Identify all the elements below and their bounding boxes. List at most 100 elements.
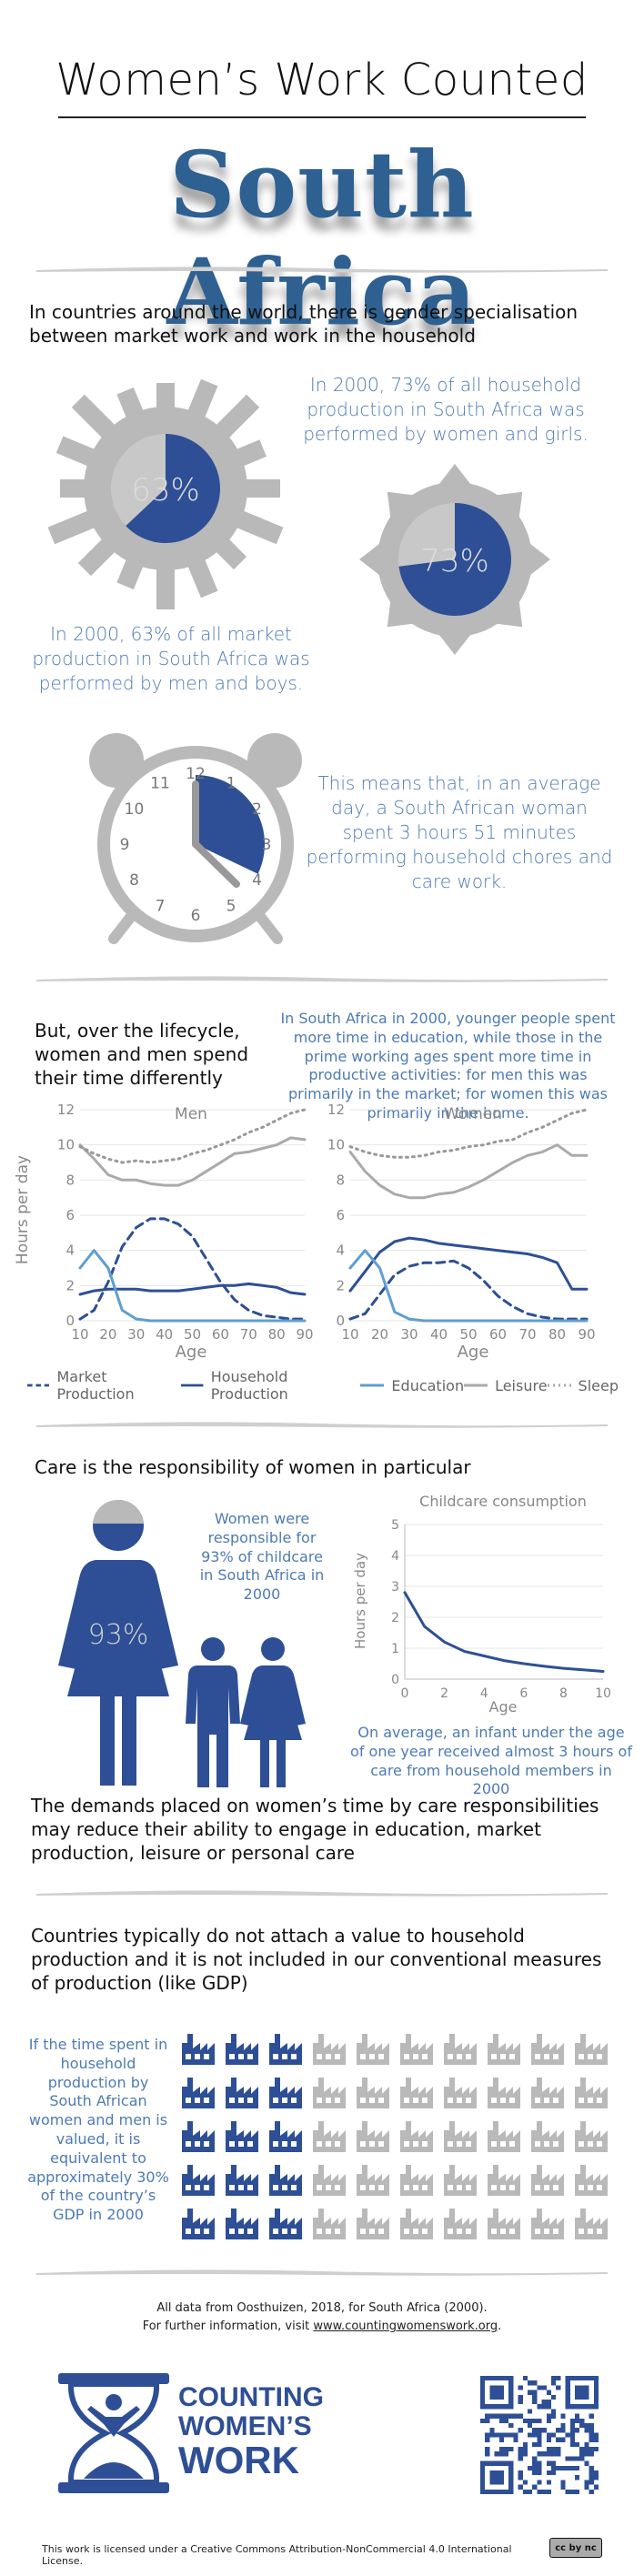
x-tick-label: 20: [99, 1326, 116, 1343]
intro-text: In countries around the world, there is …: [29, 301, 579, 347]
series-line-education: [78, 1249, 307, 1323]
series-line-education: [348, 1249, 589, 1323]
x-tick-label: 10: [341, 1326, 358, 1343]
title-divider: [58, 116, 586, 118]
series-line-childcare: [403, 1591, 605, 1673]
factory-icon: [488, 2078, 520, 2108]
x-tick-label: 90: [578, 1326, 595, 1343]
childcare-x-axis-label: Age: [489, 1698, 518, 1716]
factory-icon: [488, 2165, 520, 2196]
women-x-axis-label: Age: [458, 1343, 489, 1362]
cc-license-badge[interactable]: cc by nc: [549, 2538, 602, 2558]
solid-line-icon: [464, 1384, 488, 1387]
factory-icon: [313, 2034, 346, 2065]
y-tick-label: 10: [327, 1137, 345, 1153]
factory-icon: [357, 2078, 389, 2108]
y-tick-label: 2: [65, 1277, 75, 1293]
factory-icon: [575, 2165, 608, 2196]
factory-icon: [226, 2034, 258, 2065]
factory-chimney-icon: [230, 508, 284, 545]
y-tick-label: 5: [391, 1518, 399, 1533]
factory-icon: [182, 2078, 215, 2108]
series-line-household-production: [348, 1236, 589, 1293]
info-line: For further information, visit www.count…: [142, 2319, 502, 2333]
solid-line-icon: [360, 1384, 385, 1387]
legend-item-leisure: Leisure: [464, 1374, 548, 1397]
section-divider: [36, 264, 608, 275]
dotted-line-icon: [547, 1384, 571, 1387]
x-tick-label: 20: [371, 1326, 388, 1343]
factory-icon: [182, 2034, 215, 2065]
x-tick-label: 90: [296, 1326, 313, 1343]
infant-note: On average, an infant under the age of o…: [350, 1724, 632, 1798]
y-tick-label: 6: [65, 1207, 75, 1223]
chart-legend: Market Production Household Production E…: [27, 1368, 619, 1403]
factory-icon: [400, 2078, 433, 2108]
factory-icon: [269, 2078, 302, 2108]
clock-number: 3: [262, 836, 272, 854]
women-chart-title: Women: [444, 1105, 502, 1123]
website-link[interactable]: www.countingwomenswork.org: [313, 2319, 498, 2333]
x-tick-label: 0: [401, 1686, 409, 1701]
x-tick-label: 2: [440, 1686, 448, 1701]
factory-icon: [400, 2034, 433, 2065]
factory-icon: [269, 2034, 302, 2065]
factory-icon: [444, 2034, 477, 2065]
factory-icon: [400, 2209, 433, 2239]
license-text: This work is licensed under a Creative C…: [42, 2543, 512, 2567]
factory-chimney-icon: [211, 394, 260, 443]
factory-icon: [531, 2034, 564, 2065]
series-line-sleep: [348, 1108, 589, 1159]
country-title: South Africa: [166, 131, 478, 346]
factory-icon: [357, 2209, 389, 2239]
men-time-use-chart: Men 10 20 30 40 50 60 70 80 90 0 2 4 6 8 10 12 Age Hou…: [14, 1102, 314, 1362]
hourglass-logo-icon: [58, 2373, 169, 2493]
y-tick-label: 0: [336, 1313, 345, 1329]
men-chart-title: Men: [175, 1105, 207, 1123]
lifecycle-note: In South Africa in 2000, younger people …: [280, 1010, 616, 1122]
factory-icon: [226, 2165, 258, 2196]
y-tick-label: 2: [391, 1611, 399, 1625]
factory-icon: [531, 2121, 564, 2152]
demands-text: The demands placed on women’s time by ca…: [31, 1795, 599, 1864]
x-tick-label: 60: [212, 1326, 229, 1343]
section-divider: [36, 1887, 608, 1898]
factory-icon: [444, 2165, 477, 2196]
x-tick-label: 40: [430, 1326, 448, 1343]
series-line-leisure: [348, 1143, 589, 1200]
clock-number: 9: [120, 836, 130, 854]
factory-icon: [313, 2209, 346, 2239]
childcare-note: Women were responsible for 93% of childc…: [199, 1510, 325, 1604]
market-factory-gear-icon: 63%: [47, 378, 284, 609]
section-divider: [36, 1419, 608, 1430]
factory-icon: [182, 2121, 215, 2152]
y-tick-label: 4: [391, 1549, 399, 1564]
market-note: In 2000, 63% of all market production in…: [32, 623, 310, 694]
section-divider: [36, 2267, 608, 2278]
clock-number: 1: [226, 775, 236, 793]
x-tick-label: 50: [459, 1326, 477, 1343]
factory-icon: [313, 2121, 346, 2152]
solid-line-icon: [181, 1384, 204, 1387]
factory-icon: [357, 2034, 389, 2065]
legend-item-education: Education: [360, 1374, 464, 1397]
factory-icon: [575, 2209, 608, 2239]
x-tick-label: 70: [518, 1326, 536, 1343]
gdp-heading: Countries typically do not attach a valu…: [31, 1925, 602, 1994]
clock-number: 10: [125, 800, 145, 819]
x-tick-label: 50: [184, 1326, 201, 1343]
x-tick-label: 4: [480, 1686, 488, 1701]
factory-icon: [444, 2121, 477, 2152]
factory-icon: [226, 2121, 258, 2152]
factory-icon: [269, 2165, 302, 2196]
series-line-market-production: [78, 1217, 307, 1321]
factory-icon: [226, 2078, 258, 2108]
men-x-axis-label: Age: [176, 1343, 207, 1362]
x-tick-label: 80: [548, 1326, 566, 1343]
women-time-use-chart: Women 10 20 30 40 50 60 70 80 90 0 2 4 6 8 10 12 Age: [327, 1102, 596, 1362]
qr-code-icon[interactable]: [480, 2376, 599, 2494]
series-line-market-production: [348, 1259, 589, 1321]
factory-chimney-icon: [47, 508, 101, 545]
factory-icon: [313, 2165, 346, 2196]
factory-icon: [182, 2165, 215, 2196]
